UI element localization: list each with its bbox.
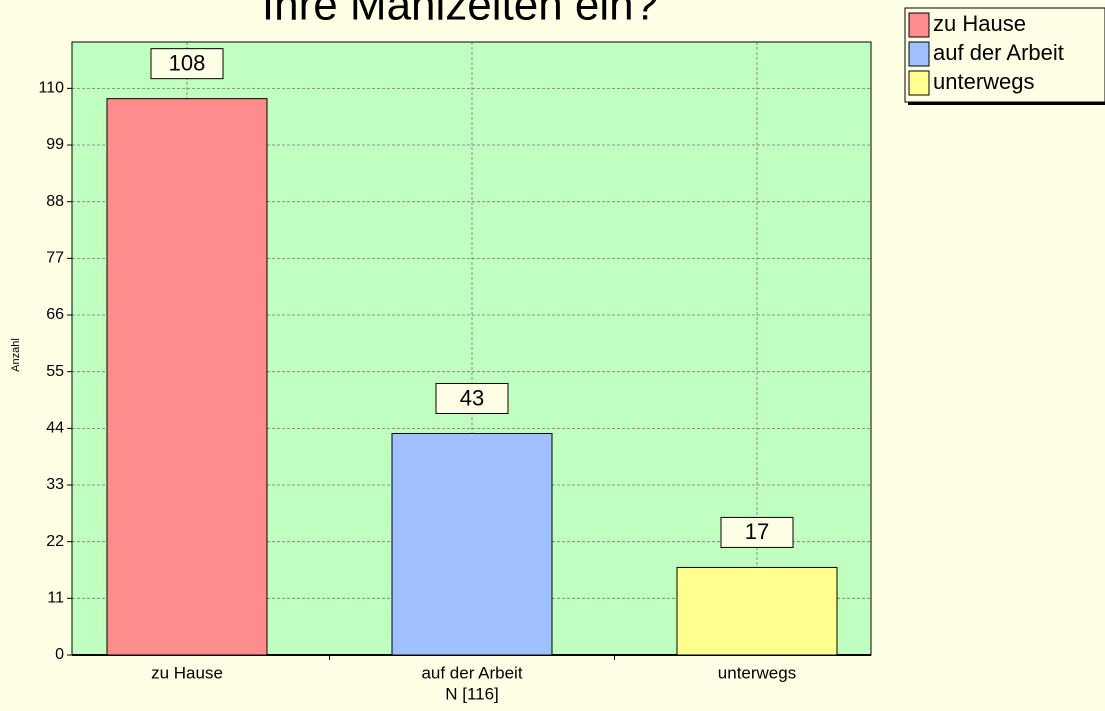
- legend-label: zu Hause: [933, 11, 1026, 36]
- chart-title: Ihre Mahlzeiten ein?: [262, 0, 658, 30]
- y-tick-label: 55: [46, 363, 64, 380]
- y-tick-label: 88: [46, 193, 64, 210]
- legend-label: unterwegs: [933, 69, 1035, 94]
- value-label: 43: [460, 385, 484, 410]
- y-tick-label: 110: [38, 80, 64, 97]
- y-tick-label: 0: [55, 646, 64, 663]
- bar: [391, 432, 553, 656]
- y-tick-label: 99: [46, 136, 64, 153]
- bar: [106, 98, 268, 656]
- bar: [676, 566, 838, 656]
- legend-swatch: [908, 41, 930, 67]
- y-axis-label: Anzahl: [10, 338, 22, 372]
- y-tick-label: 33: [46, 476, 64, 493]
- value-label: 108: [169, 50, 206, 75]
- y-tick-label: 22: [46, 533, 64, 550]
- value-label: 17: [745, 519, 769, 544]
- y-tick-label: 44: [46, 420, 64, 437]
- y-tick-label: 11: [47, 590, 64, 607]
- legend-swatch: [908, 70, 930, 96]
- x-axis-label: N [116]: [445, 684, 499, 703]
- y-tick-label: 77: [46, 250, 64, 267]
- x-tick-label: unterwegs: [718, 663, 796, 682]
- legend-swatch: [908, 12, 930, 38]
- value-label-box: [720, 516, 794, 548]
- x-tick-label: auf der Arbeit: [421, 663, 522, 682]
- value-label-box: [150, 48, 224, 80]
- value-label-box: [435, 382, 509, 414]
- x-tick-label: zu Hause: [151, 663, 223, 682]
- y-tick-label: 66: [46, 306, 64, 323]
- legend-box: [904, 7, 1105, 103]
- legend-label: auf der Arbeit: [933, 40, 1064, 65]
